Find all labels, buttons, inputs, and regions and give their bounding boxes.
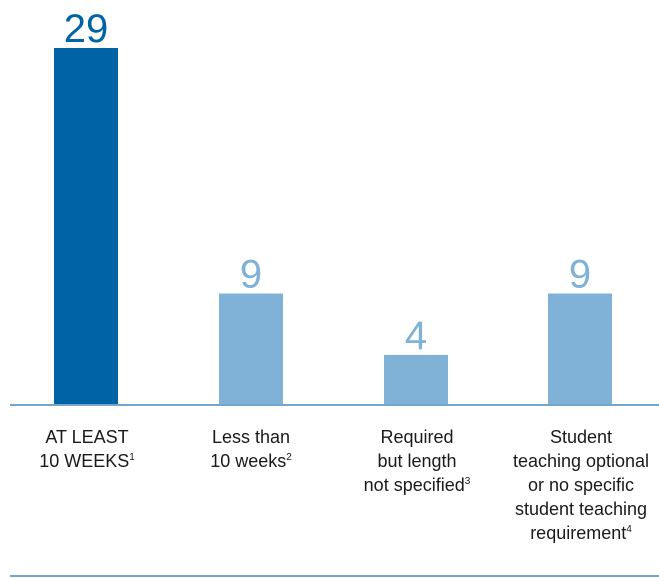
bar-student-teaching-optional xyxy=(548,293,612,404)
category-label-line: Student xyxy=(549,427,613,447)
category-label-line: requirement xyxy=(530,523,627,543)
footnote-marker: 3 xyxy=(464,476,471,487)
category-label-less-than-10-weeks: Less than 10 weeks2 xyxy=(166,425,336,473)
category-label-line: not specified xyxy=(363,475,465,495)
value-label-student-teaching-optional: 9 xyxy=(569,253,591,297)
footnote-marker: 1 xyxy=(129,452,135,463)
category-label-line: AT LEAST xyxy=(45,427,129,447)
bar-required-length-not-specified xyxy=(384,354,448,404)
value-label-at-least-10-weeks: 29 xyxy=(64,7,109,51)
bar-at-least-10-weeks xyxy=(54,48,118,404)
category-label-line: student teaching xyxy=(514,499,648,519)
category-label-line: 10 WEEKS xyxy=(39,451,130,471)
category-label-required-length-not-specified: Required but length not specified3 xyxy=(332,425,502,497)
category-label-line: 10 weeks xyxy=(210,451,287,471)
category-label-student-teaching-optional: Student teaching optional or no specific… xyxy=(496,425,659,545)
footnote-marker: 4 xyxy=(626,524,632,535)
category-label-line: or no specific xyxy=(527,475,635,495)
category-label-line: Required xyxy=(380,427,454,447)
category-label-at-least-10-weeks: AT LEAST 10 WEEKS1 xyxy=(2,425,172,473)
category-label-line: teaching optional xyxy=(512,451,650,471)
value-label-less-than-10-weeks: 9 xyxy=(240,253,262,297)
category-label-line: Less than xyxy=(211,427,291,447)
bar-less-than-10-weeks xyxy=(219,293,283,404)
footnote-marker: 2 xyxy=(286,452,292,463)
category-label-line: but length xyxy=(377,451,457,471)
value-label-required-length-not-specified: 4 xyxy=(405,314,427,358)
